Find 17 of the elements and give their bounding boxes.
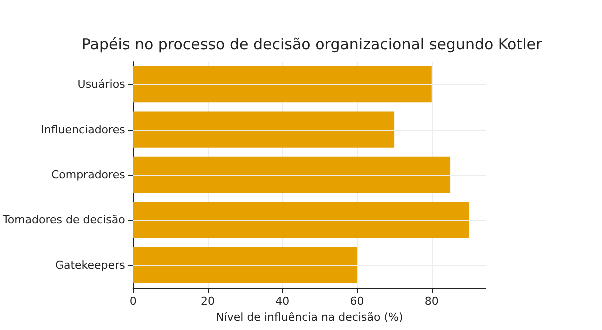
bar [133,156,451,194]
bar [133,66,432,103]
y-tick-label: Gatekeepers [55,258,126,272]
x-tick-label: 0 [130,295,137,308]
chart-title: Papéis no processo de decisão organizacional segundo Kotler [82,36,543,54]
x-axis-title: Nível de influência na decisão (%) [216,310,404,324]
y-tick-label: Influenciadores [41,123,126,136]
x-tick-label: 40 [276,295,290,308]
bar [133,112,395,148]
x-tick-label: 60 [350,295,364,308]
y-tick-label: Compradores [51,168,126,182]
bar [133,202,470,238]
bar [133,247,358,284]
x-tick-label: 20 [200,295,215,308]
y-tick-label: Usuários [78,78,126,92]
x-tick-label: 80 [424,295,439,308]
y-tick-label: Tomadores de decisão [2,214,126,227]
